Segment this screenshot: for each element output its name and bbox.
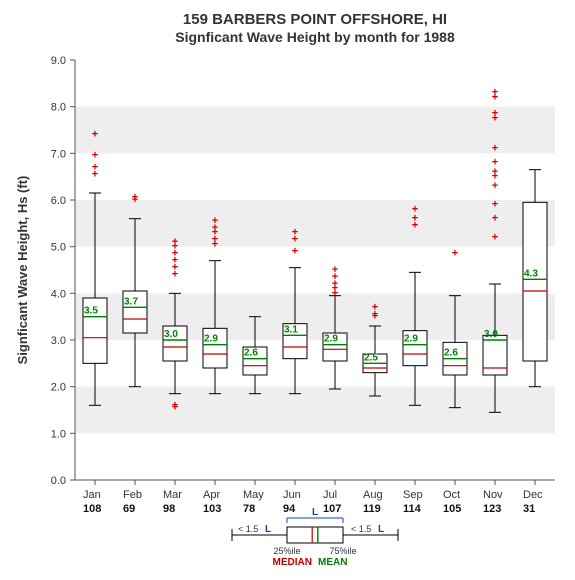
y-tick-label: 6.0 — [51, 195, 66, 207]
chart-title-2: Signficant Wave Height by month for 1988 — [175, 29, 455, 45]
outlier-marker: + — [492, 213, 498, 225]
outlier-marker: + — [492, 143, 498, 155]
outlier-marker: + — [132, 192, 138, 204]
outlier-marker: + — [212, 215, 218, 227]
month-label: Apr — [203, 489, 220, 501]
month-count: 103 — [203, 503, 221, 515]
outlier-marker: + — [372, 301, 378, 313]
y-tick-label: 0.0 — [51, 475, 66, 487]
outlier-marker: + — [492, 199, 498, 211]
mean-value-label: 3.7 — [124, 296, 138, 307]
month-count: 105 — [443, 503, 461, 515]
legend-q3: 75%ile — [329, 546, 356, 556]
month-count: 114 — [403, 503, 422, 515]
legend-mean-label: MEAN — [318, 557, 347, 568]
month-label: Mar — [163, 489, 182, 501]
month-label: Nov — [483, 489, 503, 501]
outlier-marker: + — [172, 236, 178, 248]
legend-box — [287, 527, 343, 543]
mean-value-label: 3.0 — [484, 329, 498, 340]
outlier-marker: + — [172, 399, 178, 411]
mean-value-label: 3.5 — [84, 306, 98, 317]
month-count: 69 — [123, 503, 135, 515]
mean-value-label: 3.0 — [164, 329, 178, 340]
month-count: 119 — [363, 503, 381, 515]
month-label: May — [243, 489, 264, 501]
y-tick-label: 5.0 — [51, 242, 66, 254]
mean-value-label: 2.9 — [324, 334, 338, 345]
month-count: 107 — [323, 503, 341, 515]
month-count: 108 — [83, 503, 101, 515]
legend-median-label: MEDIAN — [273, 557, 312, 568]
wave-height-boxplot: 0.0 1.0 2.0 3.0 4.0 5.0 6.0 7.0 8.0 9.0 Signficant… — [0, 0, 575, 580]
mean-value-label: 2.6 — [244, 348, 258, 359]
month-count: 78 — [243, 503, 255, 515]
mean-value-label: 4.3 — [524, 268, 538, 279]
month-label: Sep — [403, 489, 423, 501]
mean-value-label: 2.9 — [404, 334, 418, 345]
outlier-marker: + — [492, 231, 498, 243]
y-axis-label: Signficant Wave Height, Hs (ft) — [15, 176, 30, 365]
month-label: Jul — [323, 489, 337, 501]
outlier-marker: + — [92, 150, 98, 162]
month-label: Dec — [523, 489, 543, 501]
grid-band — [75, 107, 555, 154]
month-label: Oct — [443, 489, 460, 501]
y-tick-label: 8.0 — [51, 102, 66, 114]
outlier-marker: + — [492, 108, 498, 120]
grid-band — [75, 387, 555, 434]
y-tick-label: 4.0 — [51, 288, 66, 300]
outlier-marker: + — [292, 245, 298, 257]
month-label: Jun — [283, 489, 301, 501]
y-tick-label: 2.0 — [51, 382, 66, 394]
y-tick-label: 7.0 — [51, 148, 66, 160]
legend-left-L: L — [265, 524, 271, 535]
month-count: 31 — [523, 503, 535, 515]
y-tick-label: 3.0 — [51, 335, 66, 347]
mean-value-label: 3.1 — [284, 324, 298, 335]
box — [483, 335, 507, 375]
grid-band — [75, 200, 555, 247]
month-label: Jan — [83, 489, 101, 501]
y-tick-label: 9.0 — [51, 55, 66, 67]
mean-value-label: 2.6 — [444, 348, 458, 359]
legend-L-label: L — [312, 507, 318, 518]
mean-value-label: 2.5 — [364, 352, 378, 363]
month-count: 98 — [163, 503, 175, 515]
outlier-marker: + — [332, 264, 338, 276]
box — [523, 202, 547, 361]
legend-q1: 25%ile — [273, 546, 300, 556]
month-label: Aug — [363, 489, 383, 501]
month-label: Feb — [123, 489, 142, 501]
outlier-marker: + — [452, 248, 458, 260]
outlier-marker: + — [92, 129, 98, 141]
month-count: 94 — [283, 503, 296, 515]
legend-right-text: < 1.5 — [351, 524, 371, 534]
outlier-marker: + — [292, 227, 298, 239]
outlier-marker: + — [412, 203, 418, 215]
legend-right-L: L — [378, 524, 384, 535]
month-count: 123 — [483, 503, 501, 515]
chart-title-1: 159 BARBERS POINT OFFSHORE, HI — [183, 11, 447, 28]
outlier-marker: + — [492, 157, 498, 169]
mean-value-label: 2.9 — [204, 334, 218, 345]
outlier-marker: + — [92, 161, 98, 173]
outlier-marker: + — [492, 87, 498, 99]
y-tick-label: 1.0 — [51, 428, 66, 440]
legend-left-text: < 1.5 — [238, 524, 258, 534]
